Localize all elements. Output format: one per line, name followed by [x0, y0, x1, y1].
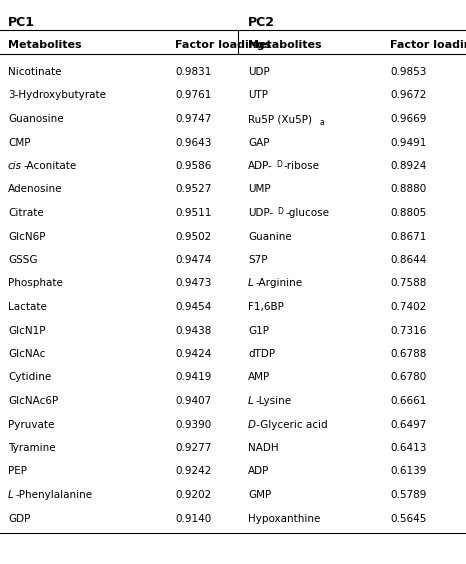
Text: -Aconitate: -Aconitate	[24, 161, 77, 171]
Text: dTDP: dTDP	[248, 349, 275, 359]
Text: 3-Hydroxybutyrate: 3-Hydroxybutyrate	[8, 90, 106, 100]
Text: PEP: PEP	[8, 466, 27, 477]
Text: GlcN1P: GlcN1P	[8, 325, 46, 336]
Text: 0.9277: 0.9277	[175, 443, 212, 453]
Text: -glucose: -glucose	[285, 208, 329, 218]
Text: UDP-: UDP-	[248, 208, 273, 218]
Text: 0.9491: 0.9491	[390, 138, 426, 148]
Text: D: D	[248, 420, 256, 430]
Text: UTP: UTP	[248, 90, 268, 100]
Text: 0.5789: 0.5789	[390, 490, 426, 500]
Text: 0.6139: 0.6139	[390, 466, 426, 477]
Text: S7P: S7P	[248, 255, 267, 265]
Text: PC1: PC1	[8, 16, 35, 29]
Text: NADH: NADH	[248, 443, 279, 453]
Text: ADP: ADP	[248, 466, 269, 477]
Text: 0.9438: 0.9438	[175, 325, 212, 336]
Text: 0.9853: 0.9853	[390, 67, 426, 77]
Text: 0.9407: 0.9407	[175, 396, 211, 406]
Text: L: L	[248, 396, 254, 406]
Text: 0.8644: 0.8644	[390, 255, 426, 265]
Text: Citrate: Citrate	[8, 208, 44, 218]
Text: 0.8924: 0.8924	[390, 161, 426, 171]
Text: Guanosine: Guanosine	[8, 114, 64, 124]
Text: -ribose: -ribose	[284, 161, 320, 171]
Text: 0.9747: 0.9747	[175, 114, 212, 124]
Text: CMP: CMP	[8, 138, 30, 148]
Text: 0.7402: 0.7402	[390, 302, 426, 312]
Text: ADP-: ADP-	[248, 161, 273, 171]
Text: 0.6497: 0.6497	[390, 420, 426, 430]
Text: 0.9586: 0.9586	[175, 161, 212, 171]
Text: Guanine: Guanine	[248, 231, 292, 241]
Text: -Lysine: -Lysine	[255, 396, 291, 406]
Text: Factor loadings: Factor loadings	[390, 40, 466, 50]
Text: Ru5P (Xu5P): Ru5P (Xu5P)	[248, 114, 312, 124]
Text: 0.8671: 0.8671	[390, 231, 426, 241]
Text: 0.9242: 0.9242	[175, 466, 212, 477]
Text: Metabolites: Metabolites	[8, 40, 82, 50]
Text: 0.6413: 0.6413	[390, 443, 426, 453]
Text: Lactate: Lactate	[8, 302, 47, 312]
Text: 0.9831: 0.9831	[175, 67, 212, 77]
Text: GMP: GMP	[248, 490, 271, 500]
Text: 0.9761: 0.9761	[175, 90, 212, 100]
Text: G1P: G1P	[248, 325, 269, 336]
Text: 0.9140: 0.9140	[175, 513, 211, 523]
Text: 0.9424: 0.9424	[175, 349, 212, 359]
Text: 0.9672: 0.9672	[390, 90, 426, 100]
Text: D: D	[276, 160, 282, 169]
Text: -Arginine: -Arginine	[255, 279, 302, 289]
Text: Tyramine: Tyramine	[8, 443, 55, 453]
Text: 0.8805: 0.8805	[390, 208, 426, 218]
Text: AMP: AMP	[248, 372, 270, 382]
Text: Metabolites: Metabolites	[248, 40, 322, 50]
Text: D: D	[277, 207, 283, 216]
Text: 0.9669: 0.9669	[390, 114, 426, 124]
Text: 0.9202: 0.9202	[175, 490, 211, 500]
Text: Pyruvate: Pyruvate	[8, 420, 55, 430]
Text: GSSG: GSSG	[8, 255, 37, 265]
Text: UMP: UMP	[248, 184, 271, 195]
Text: Hypoxanthine: Hypoxanthine	[248, 513, 321, 523]
Text: GlcN6P: GlcN6P	[8, 231, 46, 241]
Text: F1,6BP: F1,6BP	[248, 302, 284, 312]
Text: 0.9502: 0.9502	[175, 231, 211, 241]
Text: PC2: PC2	[248, 16, 275, 29]
Text: 0.6780: 0.6780	[390, 372, 426, 382]
Text: Nicotinate: Nicotinate	[8, 67, 62, 77]
Text: 0.6788: 0.6788	[390, 349, 426, 359]
Text: 0.9390: 0.9390	[175, 420, 211, 430]
Text: -Glyceric acid: -Glyceric acid	[256, 420, 328, 430]
Text: cis: cis	[8, 161, 22, 171]
Text: Adenosine: Adenosine	[8, 184, 62, 195]
Text: L: L	[248, 279, 254, 289]
Text: 0.5645: 0.5645	[390, 513, 426, 523]
Text: Phosphate: Phosphate	[8, 279, 63, 289]
Text: a: a	[320, 118, 325, 127]
Text: GDP: GDP	[8, 513, 30, 523]
Text: GAP: GAP	[248, 138, 269, 148]
Text: L: L	[8, 490, 14, 500]
Text: Factor loadings: Factor loadings	[175, 40, 271, 50]
Text: 0.9527: 0.9527	[175, 184, 212, 195]
Text: 0.9419: 0.9419	[175, 372, 212, 382]
Text: 0.7588: 0.7588	[390, 279, 426, 289]
Text: GlcNAc6P: GlcNAc6P	[8, 396, 58, 406]
Text: 0.9643: 0.9643	[175, 138, 212, 148]
Text: 0.7316: 0.7316	[390, 325, 426, 336]
Text: 0.9511: 0.9511	[175, 208, 212, 218]
Text: GlcNAc: GlcNAc	[8, 349, 45, 359]
Text: 0.9474: 0.9474	[175, 255, 212, 265]
Text: 0.9473: 0.9473	[175, 279, 212, 289]
Text: 0.6661: 0.6661	[390, 396, 426, 406]
Text: 0.8880: 0.8880	[390, 184, 426, 195]
Text: Cytidine: Cytidine	[8, 372, 51, 382]
Text: -Phenylalanine: -Phenylalanine	[15, 490, 92, 500]
Text: 0.9454: 0.9454	[175, 302, 212, 312]
Text: UDP: UDP	[248, 67, 270, 77]
